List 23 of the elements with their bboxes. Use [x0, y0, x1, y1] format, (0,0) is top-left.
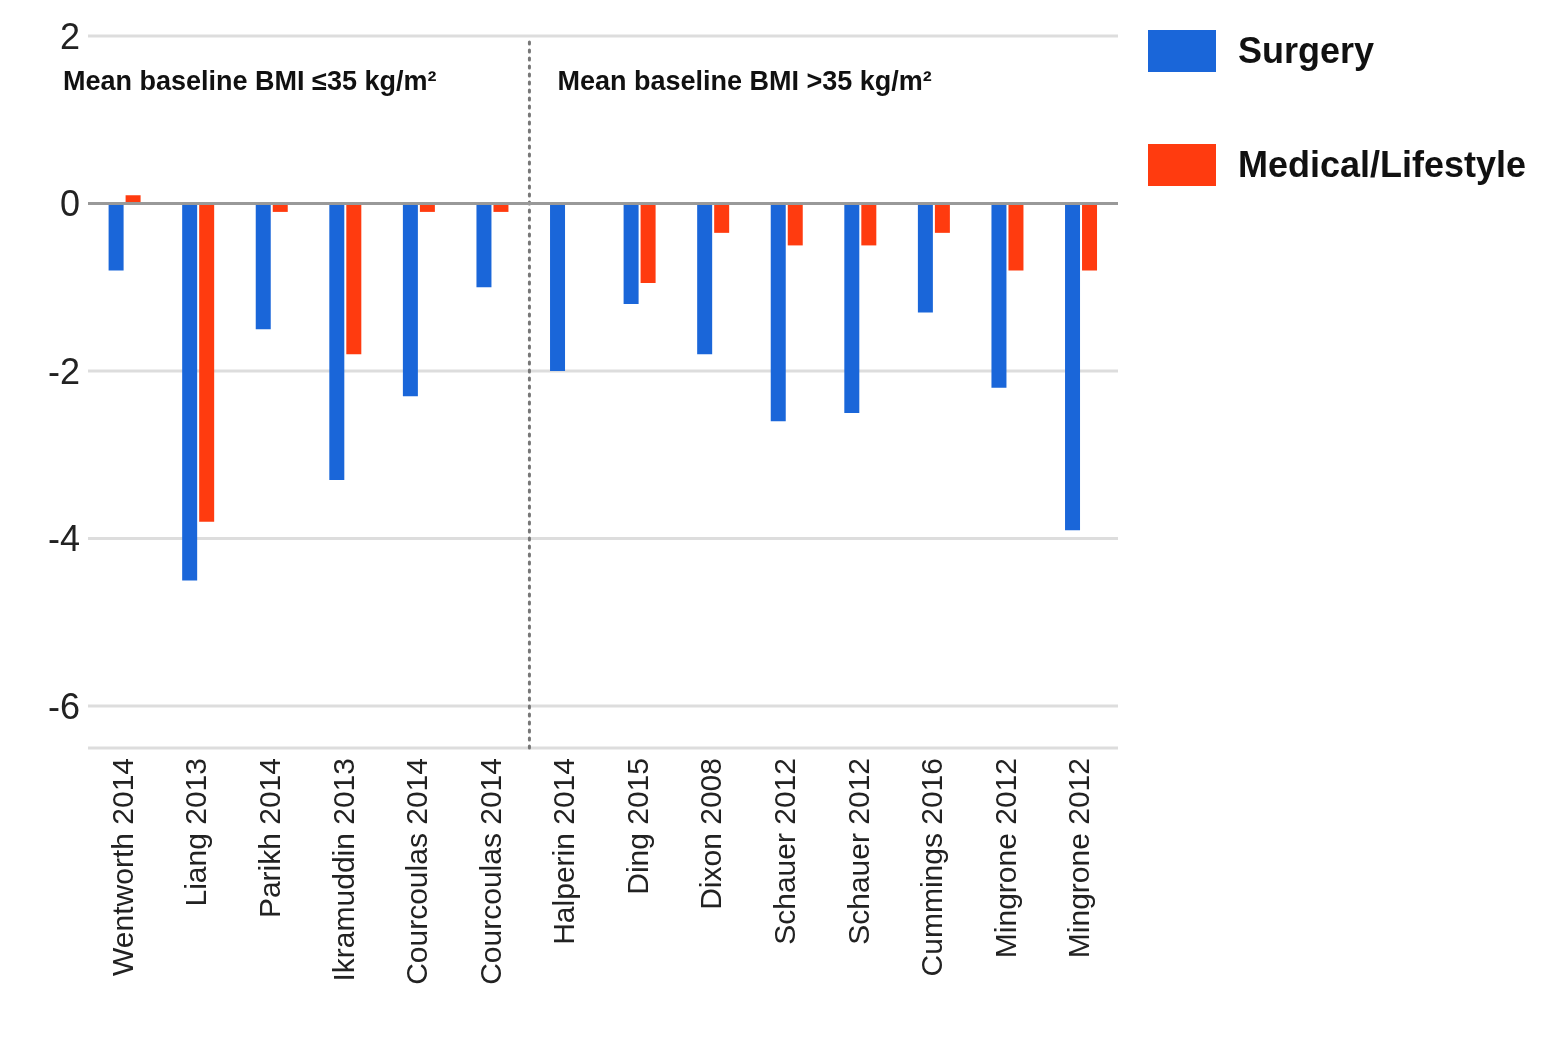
x-tick-label: Schauer 2012 — [841, 758, 875, 945]
x-tick-label: Courcoulas 2014 — [473, 758, 507, 985]
x-tick-label: Cummings 2016 — [915, 758, 949, 977]
y-tick-label: 0 — [59, 183, 80, 225]
x-tick-label: Mingrone 2012 — [1062, 758, 1096, 959]
annotation: Mean baseline BMI ≤35 kg/m² — [63, 66, 437, 97]
x-tick-label: Halperin 2014 — [547, 758, 581, 945]
legend-label: Medical/Lifestyle — [1238, 144, 1527, 186]
y-tick-label: -2 — [47, 350, 80, 392]
x-tick-label: Parikh 2014 — [252, 758, 286, 919]
x-tick-label: Courcoulas 2014 — [400, 758, 434, 985]
annotation: Mean baseline BMI >35 kg/m² — [557, 66, 932, 97]
y-tick-label: 2 — [59, 15, 80, 57]
x-tick-label: Ikramuddin 2013 — [326, 758, 360, 982]
x-tick-label: Ding 2015 — [620, 758, 654, 895]
x-tick-label: Wentworth 2014 — [105, 758, 139, 976]
x-tick-label: Schauer 2012 — [767, 758, 801, 945]
x-tick-label: Mingrone 2012 — [988, 758, 1022, 959]
y-tick-label: -4 — [47, 518, 80, 560]
legend-label: Surgery — [1238, 30, 1375, 72]
x-tick-label: Liang 2013 — [179, 758, 213, 907]
x-tick-label: Dixon 2008 — [694, 758, 728, 910]
y-tick-label: -6 — [47, 685, 80, 727]
